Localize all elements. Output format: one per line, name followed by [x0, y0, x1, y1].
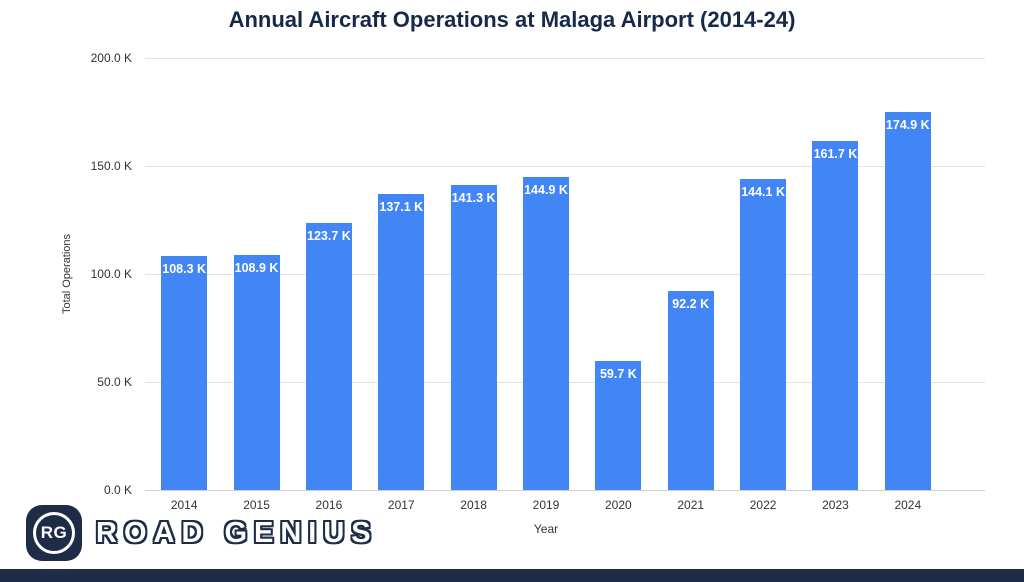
- bar-2017[interactable]: 137.1 K: [378, 193, 425, 490]
- bar-2015[interactable]: 108.9 K: [233, 254, 280, 490]
- bar-2023[interactable]: 161.7 K: [812, 140, 859, 490]
- x-tick-label: 2014: [170, 498, 198, 512]
- bar-value-label: 137.1 K: [379, 199, 424, 214]
- bar-value-label: 59.7 K: [599, 367, 637, 382]
- bar-value-label: 174.9 K: [885, 118, 930, 133]
- x-axis-title: Year: [533, 522, 559, 536]
- y-tick-label: 0.0 K: [103, 483, 132, 497]
- brand-logo: RG ROAD GENIUS: [26, 505, 378, 561]
- bar-2016[interactable]: 123.7 K: [305, 222, 352, 490]
- rg-logo-badge-icon: RG: [26, 505, 82, 561]
- x-tick-label: 2015: [243, 498, 270, 512]
- bar-2019[interactable]: 144.9 K: [523, 177, 569, 490]
- bar-2022[interactable]: 144.1 K: [740, 178, 787, 490]
- bar-value-label: 141.3 K: [451, 190, 496, 205]
- gridline: [145, 58, 985, 59]
- bar-2020[interactable]: 59.7 K: [595, 361, 642, 490]
- bar-value-label: 108.3 K: [162, 262, 207, 277]
- bar-value-label: 123.7 K: [307, 228, 351, 243]
- x-tick-label: 2024: [894, 498, 922, 512]
- x-tick-label: 2016: [315, 498, 343, 512]
- chart-title: Annual Aircraft Operations at Malaga Air…: [228, 7, 796, 32]
- bar-value-label: 161.7 K: [813, 146, 858, 161]
- y-tick-label: 50.0 K: [97, 375, 132, 389]
- x-tick-label: 2023: [822, 498, 849, 512]
- bar-value-label: 144.1 K: [741, 184, 785, 199]
- bar-value-label: 144.9 K: [524, 183, 568, 198]
- bar-value-label: 92.2 K: [672, 296, 710, 311]
- bar-2024[interactable]: 174.9 K: [884, 112, 931, 490]
- bar-2018[interactable]: 141.3 K: [450, 184, 497, 490]
- x-tick-label: 2018: [460, 498, 487, 512]
- bar-value-label: 108.9 K: [234, 260, 279, 275]
- y-tick-label: 200.0 K: [90, 51, 132, 65]
- x-tick-label: 2019: [532, 498, 560, 512]
- bar-2021[interactable]: 92.2 K: [667, 290, 714, 490]
- rg-monogram: RG: [33, 512, 75, 554]
- x-tick-label: 2020: [605, 498, 632, 512]
- bars-group: 108.3 K 108.9 K 123.7 K 137.1 K 141.3 K 144.9…: [148, 58, 944, 490]
- y-tick-label: 150.0 K: [90, 159, 132, 173]
- brand-name: ROAD GENIUS: [96, 516, 378, 549]
- bar-2014[interactable]: 108.3 K: [161, 256, 208, 490]
- y-tick-label: 100.0 K: [90, 267, 132, 281]
- footer-bar: [0, 569, 1024, 582]
- x-tick-label: 2021: [677, 498, 705, 512]
- x-tick-label: 2017: [387, 498, 415, 512]
- gridline: [145, 166, 985, 167]
- x-tick-label: 2022: [749, 498, 777, 512]
- gridline: [145, 490, 985, 491]
